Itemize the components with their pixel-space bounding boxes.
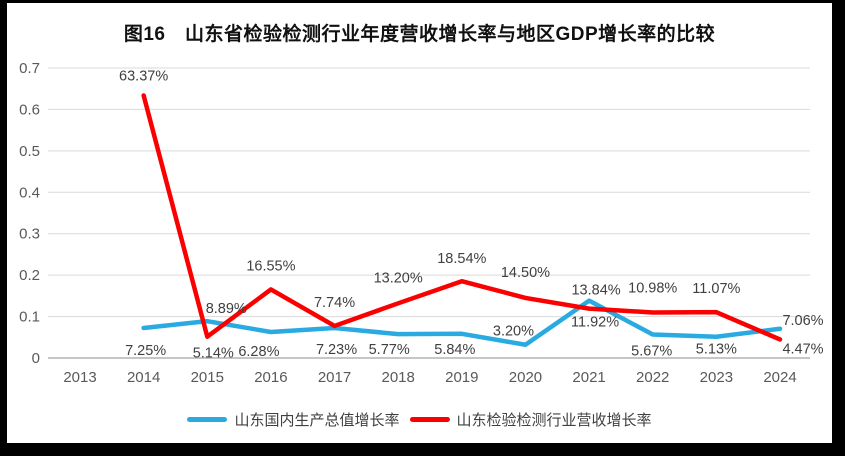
- y-tick-label: 0.7: [19, 60, 40, 77]
- data-label-series-0: 7.23%: [316, 342, 357, 358]
- data-label-series-0: 5.67%: [631, 344, 672, 360]
- data-label-series-1: 10.98%: [628, 281, 677, 297]
- data-label-series-1: 18.54%: [437, 251, 486, 267]
- legend: 山东国内生产总值增长率 山东检验检测行业营收增长率: [7, 407, 832, 431]
- x-tick-label: 2019: [445, 369, 478, 386]
- legend-label-industry: 山东检验检测行业营收增长率: [456, 411, 652, 429]
- x-tick-label: 2013: [63, 369, 96, 386]
- y-tick-label: 0.3: [19, 226, 40, 243]
- data-label-series-1: 7.74%: [314, 295, 355, 311]
- x-tick-label: 2023: [700, 369, 733, 386]
- y-tick-label: 0.2: [19, 267, 40, 284]
- data-label-series-0: 5.84%: [434, 342, 475, 358]
- data-label-series-1: 11.92%: [571, 315, 619, 331]
- x-tick-label: 2021: [572, 369, 605, 386]
- data-label-series-1: 13.20%: [374, 270, 423, 286]
- data-label-series-0: 13.84%: [571, 283, 620, 299]
- y-tick-label: 0.4: [19, 184, 40, 201]
- x-tick-label: 2016: [254, 369, 287, 386]
- data-label-series-1: 11.07%: [692, 281, 740, 297]
- x-tick-label: 2018: [381, 369, 414, 386]
- y-tick-label: 0: [32, 350, 40, 367]
- data-label-series-1: 14.50%: [501, 265, 550, 281]
- legend-marker-gdp-line: [187, 416, 228, 422]
- data-label-series-0: 5.77%: [369, 342, 410, 358]
- series-line-0: [141, 298, 783, 347]
- y-tick-label: 0.5: [19, 143, 40, 160]
- data-label-series-1: 16.55%: [246, 258, 295, 274]
- y-tick-label: 0.1: [19, 309, 40, 326]
- data-label-series-0: 8.89%: [206, 301, 247, 317]
- line-chart: 0 0.1 0.2 0.3 0.4 0.5 0.6 0.7 2013 2014 2015 2016 20…: [19, 60, 824, 386]
- x-tick-label: 2015: [191, 369, 224, 386]
- data-label-series-1: 5.14%: [193, 346, 234, 362]
- x-tick-label: 2014: [127, 369, 160, 386]
- x-tick-label: 2022: [636, 369, 669, 386]
- legend-item-gdp: 山东国内生产总值增长率: [187, 409, 400, 430]
- data-label-series-0: 7.25%: [125, 343, 166, 359]
- data-label-series-0: 7.06%: [782, 313, 823, 329]
- series-line-1: [141, 93, 783, 342]
- data-label-series-1: 63.37%: [119, 68, 168, 84]
- x-tick-label: 2020: [509, 369, 542, 386]
- legend-marker-industry-line: [409, 416, 450, 422]
- data-label-series-0: 3.20%: [493, 324, 534, 340]
- legend-label-gdp: 山东国内生产总值增长率: [234, 411, 400, 429]
- y-tick-label: 0.6: [19, 101, 40, 118]
- x-tick-label: 2017: [318, 369, 351, 386]
- data-label-series-0: 6.28%: [238, 344, 279, 360]
- data-label-series-0: 5.13%: [696, 342, 737, 358]
- data-label-series-1: 4.47%: [782, 341, 823, 357]
- chart-panel: 图16 山东省检验检测行业年度营收增长率与地区GDP增长率的比较 0 0.1 0.2…: [7, 3, 832, 443]
- chart-title: 图16 山东省检验检测行业年度营收增长率与地区GDP增长率的比较: [123, 24, 716, 45]
- x-tick-label: 2024: [763, 369, 796, 386]
- legend-item-industry: 山东检验检测行业营收增长率: [409, 409, 652, 430]
